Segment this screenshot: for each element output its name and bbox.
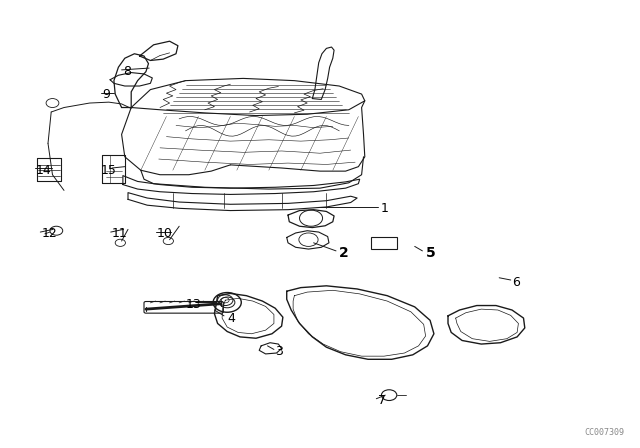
Text: 6: 6: [512, 276, 520, 289]
Text: 11: 11: [112, 227, 128, 241]
Text: 13: 13: [186, 298, 202, 311]
Text: 2: 2: [339, 246, 349, 260]
Text: 12: 12: [42, 227, 58, 241]
Text: 8: 8: [123, 65, 131, 78]
Text: 3: 3: [275, 345, 283, 358]
Text: 10: 10: [157, 227, 173, 241]
Text: 1: 1: [381, 202, 388, 215]
Text: CC007309: CC007309: [584, 428, 624, 437]
Text: 7: 7: [378, 394, 385, 408]
Text: 14: 14: [35, 164, 51, 177]
Text: 4: 4: [227, 311, 235, 325]
Text: 15: 15: [101, 164, 117, 177]
Text: 5: 5: [426, 246, 435, 260]
Bar: [371, 237, 397, 249]
Text: 9: 9: [102, 88, 110, 102]
